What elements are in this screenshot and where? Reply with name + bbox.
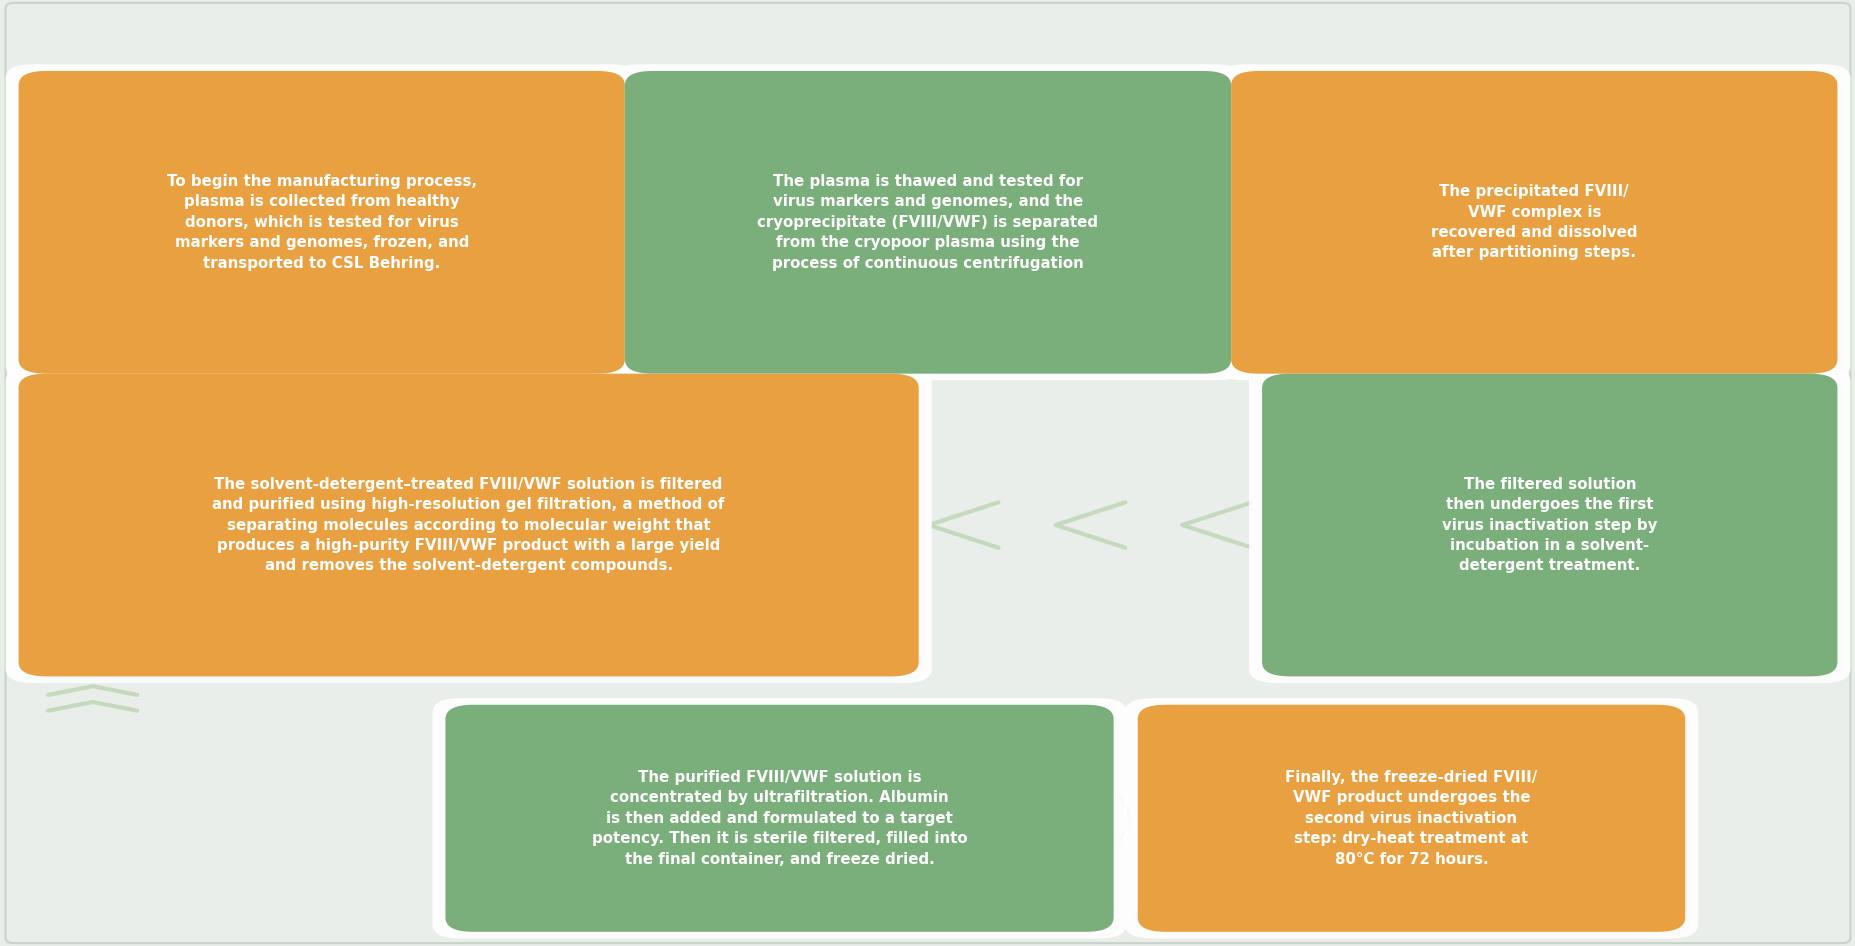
FancyBboxPatch shape [432, 698, 1126, 938]
FancyBboxPatch shape [1230, 71, 1836, 374]
Text: To begin the manufacturing process,
plasma is collected from healthy
donors, whi: To begin the manufacturing process, plas… [167, 174, 477, 271]
FancyBboxPatch shape [19, 71, 625, 374]
Text: The precipitated FVIII/
VWF complex is
recovered and dissolved
after partitionin: The precipitated FVIII/ VWF complex is r… [1430, 184, 1636, 260]
FancyBboxPatch shape [1248, 367, 1849, 683]
FancyBboxPatch shape [6, 367, 931, 683]
Text: Finally, the freeze-dried FVIII/
VWF product undergoes the
second virus inactiva: Finally, the freeze-dried FVIII/ VWF pro… [1286, 770, 1536, 867]
FancyBboxPatch shape [6, 64, 638, 380]
Text: The plasma is thawed and tested for
virus markers and genomes, and the
cryopreci: The plasma is thawed and tested for viru… [757, 174, 1098, 271]
Text: The filtered solution
then undergoes the first
virus inactivation step by
incuba: The filtered solution then undergoes the… [1441, 477, 1657, 573]
FancyBboxPatch shape [631, 77, 1235, 379]
FancyBboxPatch shape [1267, 379, 1842, 682]
FancyBboxPatch shape [1261, 374, 1836, 676]
FancyBboxPatch shape [451, 710, 1119, 937]
FancyBboxPatch shape [1137, 705, 1684, 932]
FancyBboxPatch shape [6, 3, 1849, 943]
FancyBboxPatch shape [1217, 64, 1849, 380]
Text: The solvent-detergent–treated FVIII/VWF solution is filtered
and purified using : The solvent-detergent–treated FVIII/VWF … [211, 477, 725, 573]
FancyBboxPatch shape [19, 374, 918, 676]
FancyBboxPatch shape [625, 71, 1230, 374]
Text: The purified FVIII/VWF solution is
concentrated by ultrafiltration. Albumin
is t: The purified FVIII/VWF solution is conce… [592, 770, 966, 867]
FancyBboxPatch shape [1235, 77, 1842, 379]
FancyBboxPatch shape [24, 77, 631, 379]
FancyBboxPatch shape [612, 64, 1243, 380]
FancyBboxPatch shape [1124, 698, 1697, 938]
FancyBboxPatch shape [1143, 710, 1690, 937]
FancyBboxPatch shape [445, 705, 1113, 932]
FancyBboxPatch shape [24, 379, 924, 682]
